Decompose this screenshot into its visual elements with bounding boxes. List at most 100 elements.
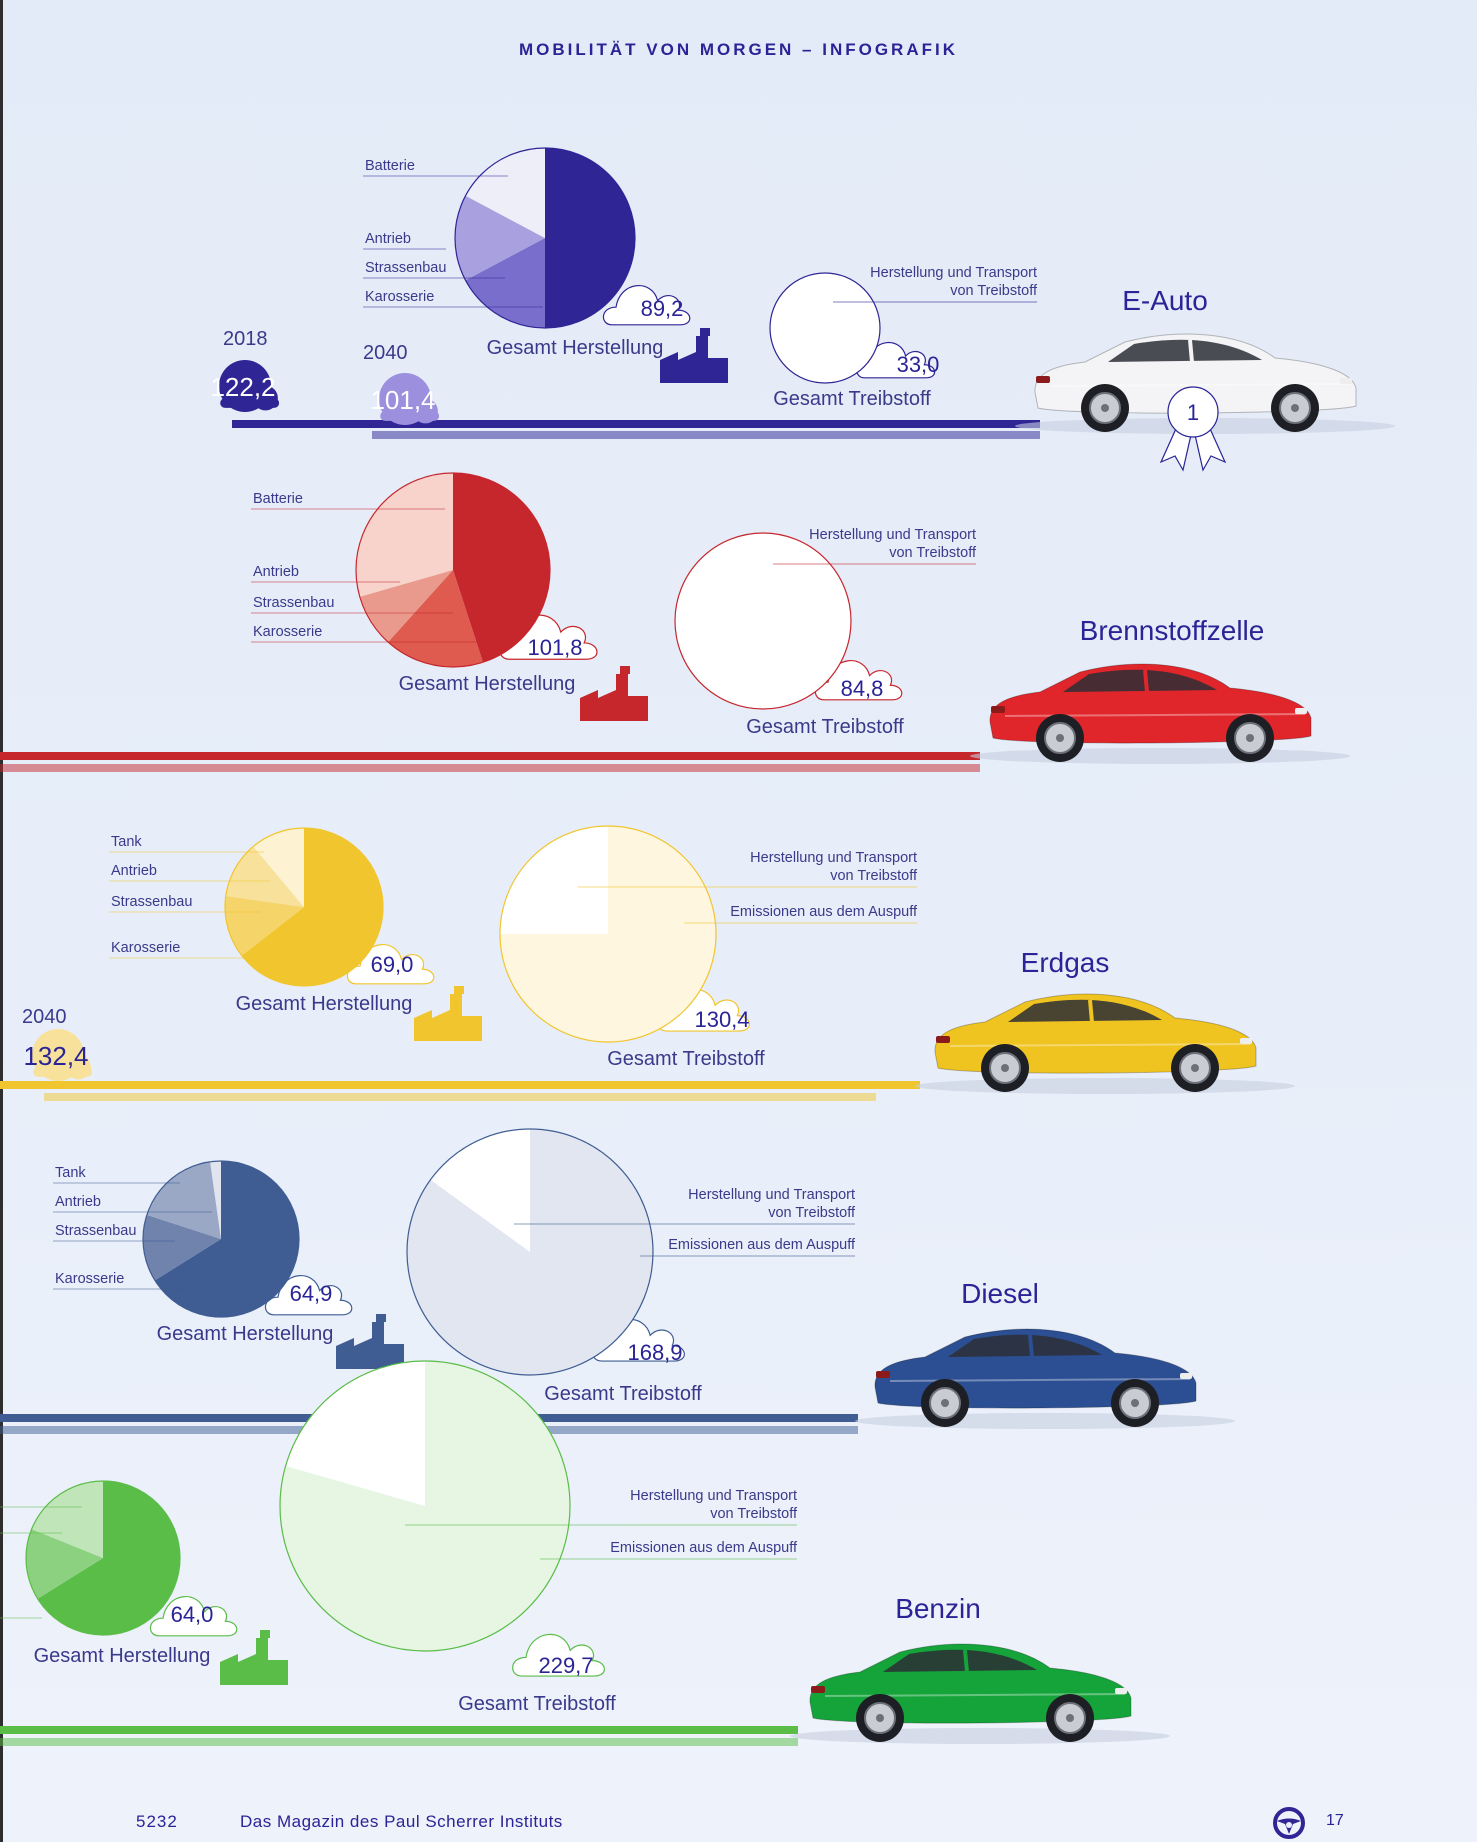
treibstoff-label: Gesamt Treibstoff bbox=[458, 1693, 616, 1715]
total-bar bbox=[0, 1081, 920, 1089]
car-section-e_auto: E-Auto 89,2 Gesamt Herstellung Batterie Antr… bbox=[210, 147, 1395, 472]
herstellung-pie-outline bbox=[224, 827, 384, 987]
herstellung-component-label: Tank bbox=[55, 1165, 86, 1181]
car-name: Erdgas bbox=[1021, 947, 1110, 978]
treibstoff-component-label: von Treibstoff bbox=[710, 1506, 798, 1522]
car-name: Brennstoffzelle bbox=[1080, 615, 1265, 646]
herstellung-component-label: Karosserie bbox=[111, 940, 180, 956]
total-bar bbox=[232, 420, 1040, 428]
treibstoff-label: Gesamt Treibstoff bbox=[544, 1383, 702, 1405]
herstellung-total: 101,8 bbox=[527, 635, 582, 660]
car-shadow bbox=[970, 748, 1350, 764]
herstellung-pie-slice bbox=[225, 846, 304, 907]
herstellung-label: Gesamt Herstellung bbox=[236, 993, 413, 1015]
herstellung-pie-slice bbox=[31, 1481, 104, 1558]
herstellung-cloud bbox=[602, 285, 691, 326]
car-taillight bbox=[1036, 376, 1050, 383]
car-headlight bbox=[1240, 1038, 1252, 1044]
treibstoff-pie-slice bbox=[770, 273, 880, 383]
treibstoff-pie-outline bbox=[279, 1360, 571, 1652]
factory-icon bbox=[336, 1314, 404, 1369]
car-taillight bbox=[936, 1036, 950, 1043]
herstellung-pie-slice bbox=[253, 828, 304, 907]
herstellung-pie-outline bbox=[25, 1480, 181, 1636]
treibstoff-total: 84,8 bbox=[841, 676, 884, 701]
herstellung-component-label: Strassenbau bbox=[365, 260, 446, 276]
herstellung-pie-slice bbox=[146, 1161, 221, 1239]
lifecycle-total-value: 132,4 bbox=[23, 1041, 88, 1071]
herstellung-component-label: Strassenbau bbox=[253, 595, 334, 611]
page-title: MOBILITÄT VON MORGEN – INFOGRAFIK bbox=[519, 40, 958, 59]
herstellung-pie-slice bbox=[545, 148, 635, 328]
herstellung-component-label: Tank bbox=[111, 834, 142, 850]
footer-page-number: 17 bbox=[1326, 1812, 1344, 1829]
steering-wheel-icon bbox=[1273, 1807, 1305, 1839]
treibstoff-component-label: Herstellung und Transport bbox=[750, 850, 917, 866]
car-section-benzin: Benzin 64,0 Gesamt Herstellung 229,7 Gesamt … bbox=[0, 1360, 1170, 1746]
car-windows bbox=[883, 1649, 1037, 1672]
herstellung-component-label: Strassenbau bbox=[111, 894, 192, 910]
lifecycle-total-value: 122,2 bbox=[210, 372, 275, 402]
treibstoff-component-label: von Treibstoff bbox=[889, 545, 977, 561]
treibstoff-pie-outline bbox=[406, 1128, 654, 1376]
total-bar bbox=[0, 764, 980, 772]
herstellung-pie-slice bbox=[356, 473, 453, 597]
treibstoff-component-label: Emissionen aus dem Auspuff bbox=[730, 904, 918, 920]
treibstoff-total: 168,9 bbox=[627, 1340, 682, 1365]
treibstoff-pie-slice bbox=[675, 533, 851, 709]
treibstoff-component-label: Herstellung und Transport bbox=[630, 1488, 797, 1504]
treibstoff-component-label: Emissionen aus dem Auspuff bbox=[610, 1540, 798, 1556]
herstellung-component-label: Karosserie bbox=[55, 1271, 124, 1287]
car-windows bbox=[1108, 339, 1262, 362]
treibstoff-pie-outline bbox=[674, 532, 852, 710]
treibstoff-pie-outline bbox=[499, 825, 717, 1043]
treibstoff-pie-slice bbox=[406, 1129, 653, 1375]
car-shadow bbox=[915, 1078, 1295, 1094]
car-section-diesel: Diesel 64,9 Gesamt Herstellung Tank Antrieb S… bbox=[0, 1128, 1235, 1434]
car-image bbox=[855, 1328, 1235, 1429]
herstellung-label: Gesamt Herstellung bbox=[399, 673, 576, 695]
lifecycle-total-bubble: 101,4 2040 bbox=[363, 342, 440, 426]
treibstoff-pie-outline bbox=[769, 272, 881, 384]
factory-icon bbox=[660, 328, 728, 383]
car-windows bbox=[1008, 999, 1162, 1022]
car-image bbox=[970, 663, 1350, 764]
treibstoff-component-label: Emissionen aus dem Auspuff bbox=[668, 1237, 856, 1253]
herstellung-pie-slice bbox=[143, 1214, 221, 1281]
herstellung-component-label: Antrieb bbox=[55, 1194, 101, 1210]
herstellung-cloud bbox=[149, 1596, 238, 1637]
treibstoff-pie-slice bbox=[430, 1129, 530, 1252]
rank-number: 1 bbox=[1187, 400, 1199, 425]
total-bar bbox=[44, 1093, 876, 1101]
car-headlight bbox=[1115, 1688, 1127, 1694]
herstellung-component-label: Strassenbau bbox=[55, 1223, 136, 1239]
lifecycle-total-year: 2040 bbox=[22, 1006, 67, 1028]
lifecycle-total-bubble: 122,2 2018 bbox=[210, 328, 280, 413]
treibstoff-label: Gesamt Treibstoff bbox=[773, 388, 931, 410]
treibstoff-pie-slice bbox=[500, 826, 608, 934]
rank-badge-icon: 1 bbox=[1159, 386, 1227, 472]
treibstoff-label: Gesamt Treibstoff bbox=[746, 716, 904, 738]
car-section-brennstoffzelle: Brennstoffzelle 101,8 Gesamt Herstellung Ba… bbox=[0, 472, 1350, 772]
lifecycle-total-bubble: 132,4 2040 bbox=[22, 1006, 93, 1082]
lifecycle-total-value: 101,4 bbox=[370, 385, 435, 415]
herstellung-pie-slice bbox=[210, 1161, 221, 1239]
herstellung-pie-slice bbox=[453, 473, 551, 663]
treibstoff-label: Gesamt Treibstoff bbox=[607, 1048, 765, 1070]
herstellung-pie-slice bbox=[465, 238, 545, 328]
herstellung-pie-outline bbox=[142, 1160, 300, 1318]
treibstoff-component-label: Herstellung und Transport bbox=[809, 527, 976, 543]
herstellung-pie-outline bbox=[355, 472, 551, 668]
herstellung-label: Gesamt Herstellung bbox=[34, 1645, 211, 1667]
herstellung-total: 69,0 bbox=[371, 952, 414, 977]
car-image bbox=[790, 1643, 1170, 1744]
footer-issue-number: 5232 bbox=[136, 1812, 178, 1831]
car-windows bbox=[1063, 669, 1217, 692]
treibstoff-component-label: Herstellung und Transport bbox=[688, 1187, 855, 1203]
herstellung-pie-slice bbox=[154, 1161, 299, 1318]
treibstoff-total: 130,4 bbox=[694, 1007, 749, 1032]
herstellung-pie-slice bbox=[25, 1529, 103, 1599]
herstellung-total: 64,9 bbox=[290, 1281, 333, 1306]
